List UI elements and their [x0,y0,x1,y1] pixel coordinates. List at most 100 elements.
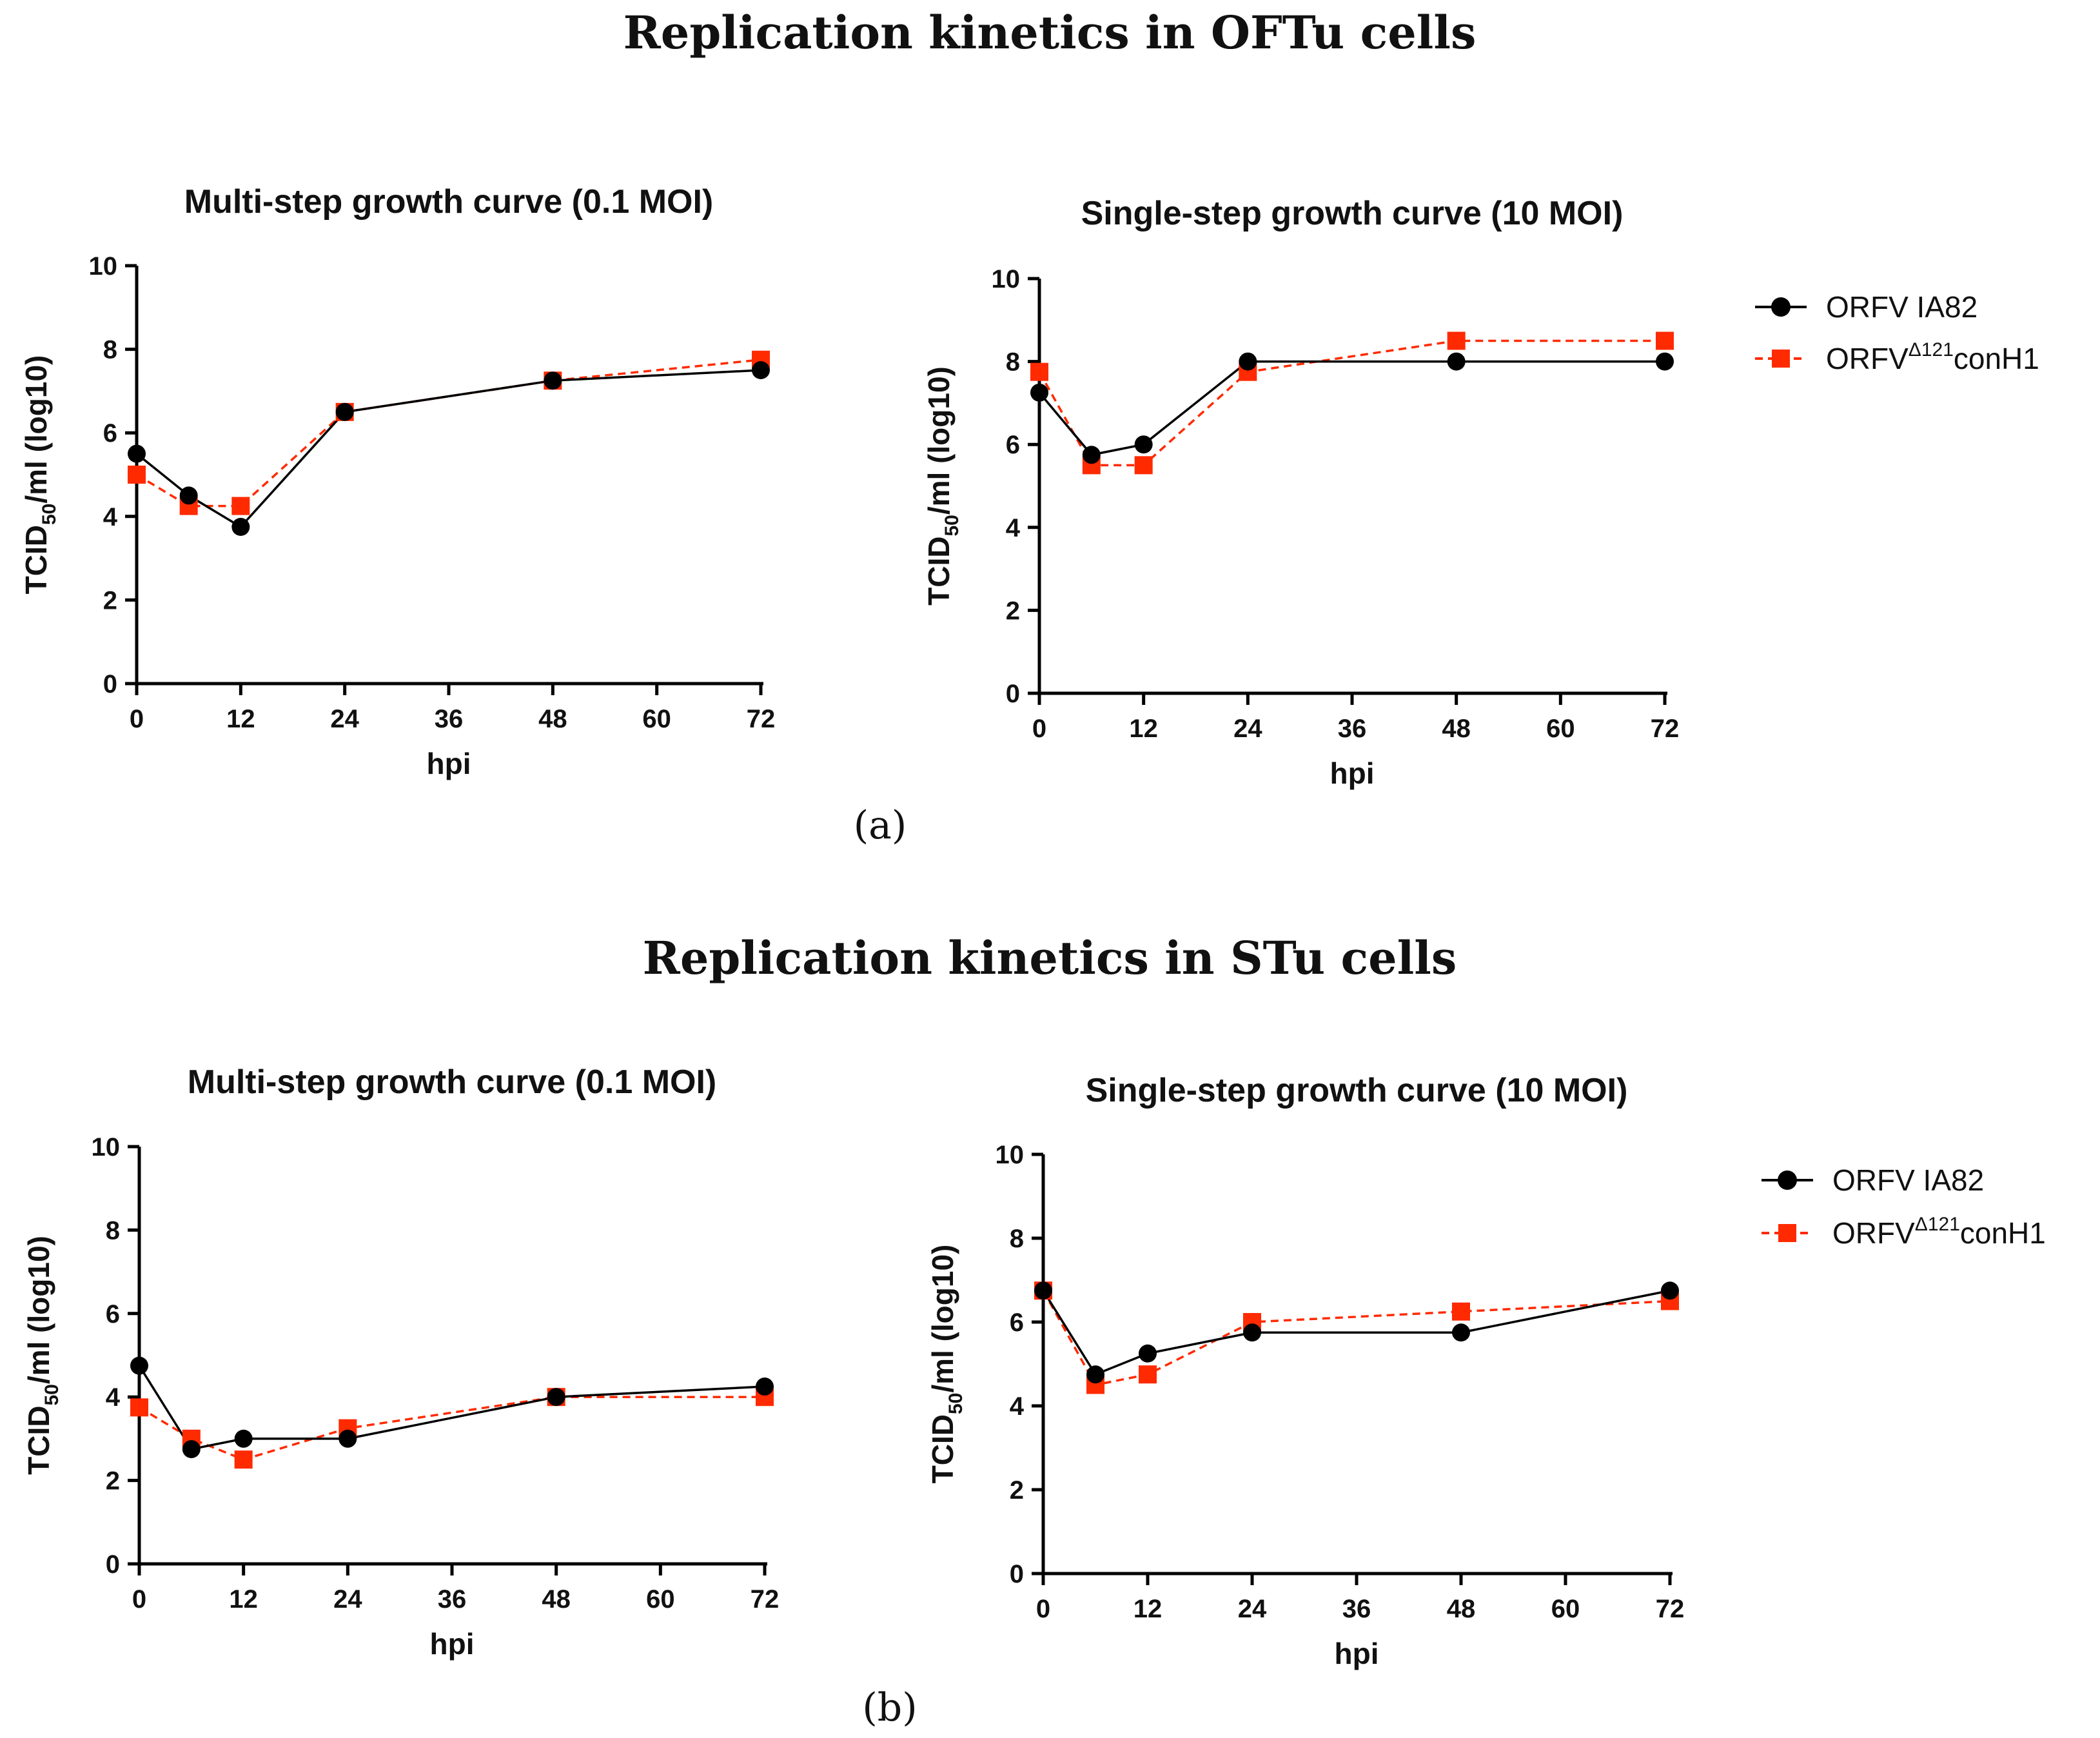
legend-a-item-ia82: ORFV IA82 [1755,290,1977,324]
stu-multi-conh1-point-12 [234,1450,253,1469]
oftu-single-xlabel: hpi [1330,756,1375,790]
stu-single-ytick-label-8: 8 [1010,1225,1024,1253]
oftu-multi-ia82-point-6 [179,486,198,505]
stu-single-conh1-point-48 [1452,1302,1470,1321]
oftu-single-ytick-label-6: 6 [1006,431,1020,459]
stu-single-ia82-point-0 [1034,1281,1052,1300]
stu-multi-xtick-label-12: 12 [229,1585,258,1614]
oftu-multi-ytick-label-2: 2 [103,586,117,615]
stu-multi-ia82-point-0 [130,1356,148,1375]
oftu-single-xtick-label-48: 48 [1442,715,1471,743]
stu-multi-ytick-label-2: 2 [106,1467,120,1496]
stu-single-xlabel: hpi [1335,1637,1379,1670]
stu-multi-ytick-label-0: 0 [106,1550,120,1579]
oftu-single-ytick-label-2: 2 [1006,597,1020,625]
legend-a-conh1-marker [1772,350,1790,368]
oftu-multi-ytick-label-8: 8 [103,336,117,364]
stu-single-series-conh1-line [1042,1290,1671,1387]
stu-single-xtick-label-0: 0 [1036,1595,1050,1623]
oftu-single-ia82-point-6 [1082,446,1101,464]
legend-b-item-ia82: ORFV IA82 [1761,1163,1984,1197]
stu-multi-ia82-point-24 [339,1429,357,1448]
oftu-multi-xtick-label-48: 48 [538,705,567,733]
stu-multi-xtick-label-36: 36 [438,1585,467,1614]
legend-b-ia82-label: ORFV IA82 [1832,1163,1984,1197]
stu-single-ylabel-rest: /ml (log10) [926,1245,959,1393]
oftu-multi-xtick-label-0: 0 [130,705,144,733]
stu-multi-ytick-label-8: 8 [106,1216,120,1245]
stu-single-ytick-label-4: 4 [1010,1392,1025,1421]
oftu-single-ia82-point-0 [1030,383,1048,402]
oftu-single-ytick-label-4: 4 [1006,514,1021,542]
oftu-multi-conh1-point-0 [128,466,146,484]
oftu-multi-ytick-label-6: 6 [103,419,117,448]
oftu-multi-ia82-point-72 [752,361,770,379]
stu-single-xtick-label-60: 60 [1551,1595,1580,1623]
stu-single-ytick-label-2: 2 [1010,1476,1024,1505]
oftu-multi-ytick-label-4: 4 [103,503,118,531]
stu-single-ia82-point-24 [1243,1323,1261,1342]
stu-multi-ytick-label-4: 4 [106,1383,121,1412]
oftu-multi-title: Multi-step growth curve (0.1 MOI) [184,183,714,221]
stu-multi-ia82-point-72 [756,1378,774,1396]
stu-multi-ylabel-main: TCID [22,1406,55,1475]
oftu-single-conh1-point-48 [1447,331,1466,350]
stu-single-xtick-label-72: 72 [1656,1595,1685,1623]
oftu-single-series-conh1-line [1038,339,1665,467]
oftu-multi-ylabel-rest: /ml (log10) [19,355,53,504]
oftu-multi-ia82-point-0 [128,444,146,463]
legend-a: ORFV IA82 ORFVΔ121conH1 [1755,290,2039,375]
oftu-multi-xtick-label-24: 24 [330,705,359,733]
stu-multi-ylabel-sub: 50 [41,1384,63,1405]
stu-single-ytick-label-6: 6 [1010,1308,1024,1337]
oftu-single-xtick-label-24: 24 [1233,715,1262,743]
oftu-single-series-ia82-line [1038,360,1665,457]
stu-multi-ylabel: TCID50/ml (log10) [22,1236,63,1475]
oftu-single-ia82-point-12 [1134,435,1153,454]
stu-multi-ytick-label-10: 10 [92,1133,121,1161]
chart-stu-multistep: Multi-step growth curve (0.1 MOI)0 12 24 36… [22,1063,779,1661]
panel-label-a: (a) [854,803,907,848]
stu-multi-conh1-point-0 [130,1398,148,1417]
oftu-multi-ylabel: TCID50/ml (log10) [19,355,60,595]
legend-b-item-conh1: ORFVΔ121conH1 [1761,1214,2046,1250]
stu-multi-ia82-point-6 [182,1440,201,1459]
oftu-single-ytick-label-0: 0 [1006,680,1020,708]
oftu-single-ylabel-rest: /ml (log10) [922,366,956,515]
legend-a-ia82-label: ORFV IA82 [1826,290,1977,324]
stu-single-ia82-point-48 [1452,1323,1470,1342]
oftu-multi-conh1-point-12 [231,497,250,515]
legend-b: ORFV IA82 ORFVΔ121conH1 [1761,1163,2046,1250]
stu-single-conh1-point-12 [1139,1365,1157,1384]
legend-a-ia82-marker [1771,297,1791,317]
oftu-single-xtick-label-72: 72 [1651,715,1680,743]
oftu-single-ytick-label-10: 10 [992,265,1021,293]
oftu-multi-ylabel-sub: 50 [39,504,60,525]
legend-b-conh1-label: ORFVΔ121conH1 [1832,1214,2046,1250]
oftu-multi-xtick-label-72: 72 [747,705,776,733]
stu-multi-ylabel-rest: /ml (log10) [22,1236,55,1384]
stu-single-ytick-label-10: 10 [996,1141,1025,1169]
oftu-single-xtick-label-0: 0 [1032,715,1046,743]
oftu-single-ylabel-main: TCID [922,537,956,606]
oftu-single-conh1-point-72 [1656,331,1674,350]
oftu-single-ia82-point-72 [1656,352,1674,371]
oftu-multi-series-ia82-line [135,369,761,529]
oftu-single-ia82-point-24 [1239,352,1257,371]
stu-multi-xtick-label-60: 60 [646,1585,675,1614]
oftu-multi-ia82-point-48 [544,371,562,390]
oftu-single-ia82-point-48 [1447,352,1466,371]
panel-label-b: (b) [862,1685,917,1730]
stu-single-xtick-label-48: 48 [1447,1595,1476,1623]
stu-single-ylabel-sub: 50 [945,1393,967,1414]
stu-single-ia82-point-72 [1661,1281,1679,1300]
stu-single-title: Single-step growth curve (10 MOI) [1086,1072,1628,1109]
oftu-single-conh1-point-12 [1134,456,1153,475]
legend-b-conh1-marker [1778,1224,1796,1242]
stu-single-series-ia82-line [1042,1289,1671,1376]
oftu-single-xtick-label-60: 60 [1546,715,1575,743]
stu-single-ia82-point-6 [1086,1365,1104,1384]
oftu-single-ytick-label-8: 8 [1006,348,1020,377]
stu-single-xtick-label-36: 36 [1342,1595,1371,1623]
